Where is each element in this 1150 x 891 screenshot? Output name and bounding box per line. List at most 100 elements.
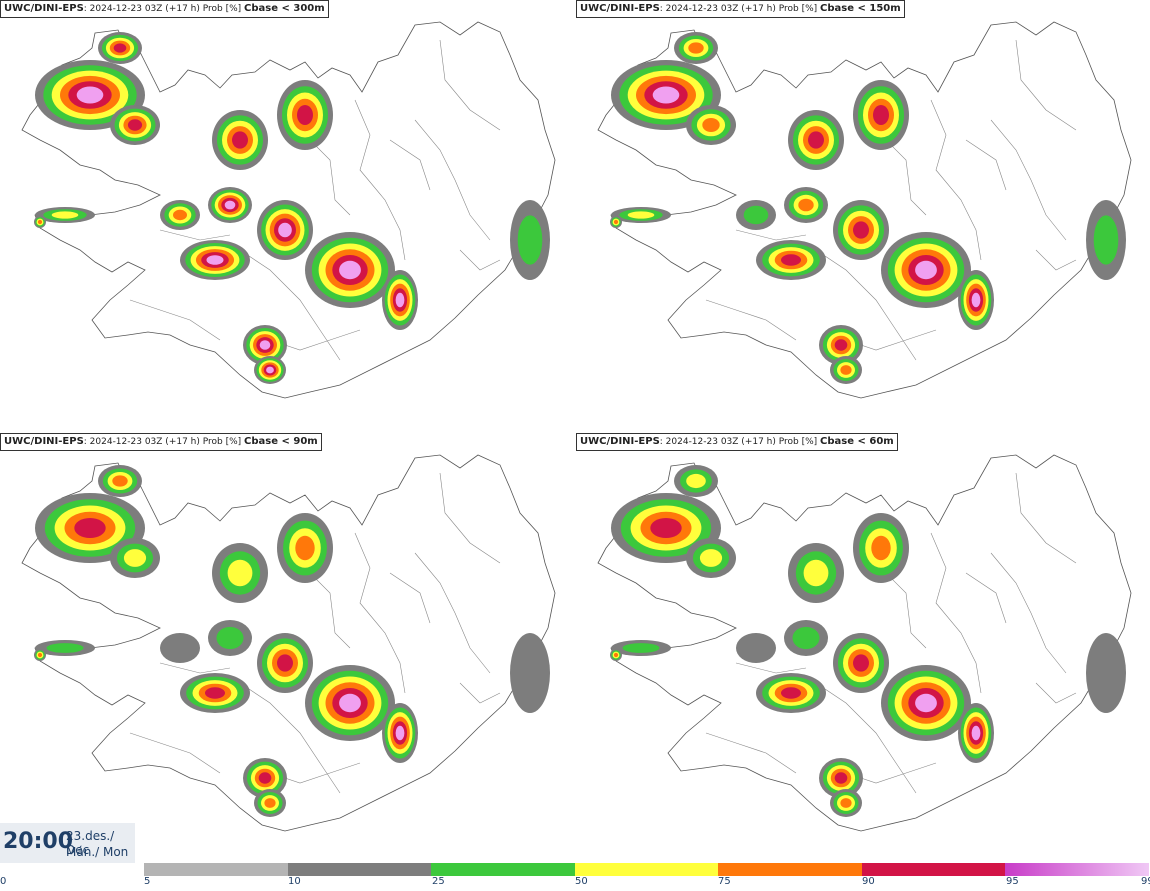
region-border <box>930 532 982 694</box>
region-border <box>705 732 797 774</box>
region-border <box>354 532 406 694</box>
probability-contour <box>266 366 274 374</box>
region-border <box>239 249 341 361</box>
map-panel-300m: UWC/DINI-EPS: 2024-12-23 03Z (+17 h) Pro… <box>0 0 574 430</box>
region-border <box>735 662 807 674</box>
probability-contour <box>798 198 814 212</box>
probability-contour <box>627 211 655 219</box>
probability-contour <box>224 200 236 210</box>
panel-title: UWC/DINI-EPS: 2024-12-23 03Z (+17 h) Pro… <box>576 0 905 18</box>
probability-contour <box>112 475 128 487</box>
region-border <box>965 572 1007 624</box>
probability-contour <box>915 693 937 713</box>
probability-contour <box>339 693 361 713</box>
probability-contour <box>232 131 248 149</box>
region-border <box>129 732 221 774</box>
region-border <box>705 299 797 341</box>
scale-tick-label: 50 <box>575 876 588 887</box>
map-panel-90m: UWC/DINI-EPS: 2024-12-23 03Z (+17 h) Pro… <box>0 433 574 863</box>
scale-tick-label: 0 <box>0 876 7 887</box>
region-border <box>1015 472 1077 564</box>
probability-contour <box>517 215 543 265</box>
region-border <box>389 572 431 624</box>
probability-contour <box>258 772 272 784</box>
region-border <box>965 139 1007 191</box>
region-border <box>414 119 491 241</box>
region-border <box>459 249 501 271</box>
probability-contour <box>781 687 801 699</box>
region-border <box>990 552 1067 674</box>
probability-contour <box>173 209 187 221</box>
region-border <box>459 682 501 704</box>
probability-contour <box>622 643 660 653</box>
scale-segment <box>574 863 719 876</box>
probability-contour <box>113 43 127 53</box>
valid-day: Mán./ Mon <box>66 845 129 859</box>
scale-segment <box>144 863 288 876</box>
region-border <box>439 39 501 131</box>
coastline <box>21 454 556 832</box>
scale-tick-label: 95 <box>1006 876 1019 887</box>
probability-contour <box>915 260 937 280</box>
probability-contour <box>650 518 682 538</box>
region-border <box>159 662 231 674</box>
probability-contour <box>971 292 981 308</box>
probability-contour <box>160 633 200 663</box>
region-border <box>815 249 917 361</box>
region-border <box>735 229 807 241</box>
valid-date: 23.des./ Dec <box>66 829 115 857</box>
probability-contour <box>339 260 361 280</box>
probability-contour <box>736 633 776 663</box>
scale-segment <box>718 863 862 876</box>
panel-title: UWC/DINI-EPS: 2024-12-23 03Z (+17 h) Pro… <box>0 0 329 18</box>
color-scale-bar <box>144 863 1150 876</box>
scale-tick-label: 5 <box>144 876 151 887</box>
probability-contour <box>123 549 147 567</box>
probability-contour <box>840 365 852 375</box>
probability-contour <box>395 292 405 308</box>
scale-segment <box>1005 863 1150 876</box>
probability-contour <box>278 222 292 238</box>
probability-contour <box>295 535 315 561</box>
probability-contour <box>803 559 829 587</box>
iceland-map <box>597 454 1132 832</box>
map-panel-60m: UWC/DINI-EPS: 2024-12-23 03Z (+17 h) Pro… <box>576 433 1150 863</box>
scale-tick-label: 25 <box>432 876 445 887</box>
region-border <box>930 99 982 261</box>
region-border <box>1035 682 1077 704</box>
map-panel-150m: UWC/DINI-EPS: 2024-12-23 03Z (+17 h) Pro… <box>576 0 1150 430</box>
probability-contour <box>46 643 84 653</box>
iceland-map <box>597 21 1132 399</box>
probability-contour <box>702 118 720 132</box>
scale-tick-label: 10 <box>288 876 301 887</box>
scale-segment <box>431 863 575 876</box>
region-border <box>990 119 1067 241</box>
probability-contour <box>834 772 848 784</box>
probability-contour <box>37 219 43 225</box>
probability-contour <box>853 221 869 239</box>
iceland-map <box>21 21 556 399</box>
probability-contour <box>743 205 769 225</box>
region-border <box>815 682 917 794</box>
probability-contour <box>510 633 550 713</box>
probability-contour <box>699 549 723 567</box>
probability-contour <box>781 254 801 266</box>
iceland-map <box>21 454 556 832</box>
probability-contour <box>51 211 79 219</box>
probability-contour <box>1093 215 1119 265</box>
probability-contour <box>127 119 143 131</box>
panel-title: UWC/DINI-EPS: 2024-12-23 03Z (+17 h) Pro… <box>576 433 898 451</box>
valid-time: 20:00 <box>3 829 74 854</box>
probability-contour <box>216 626 244 650</box>
scale-segment <box>287 863 432 876</box>
region-border <box>354 99 406 261</box>
probability-contour <box>37 652 43 658</box>
probability-contour <box>205 687 225 699</box>
region-border <box>439 472 501 564</box>
probability-contour <box>686 473 706 489</box>
probability-contour <box>834 339 848 351</box>
scale-tick-label: 99 <box>1141 876 1150 887</box>
probability-contour <box>853 654 869 672</box>
probability-contour <box>971 725 981 741</box>
probability-contour <box>264 798 276 808</box>
